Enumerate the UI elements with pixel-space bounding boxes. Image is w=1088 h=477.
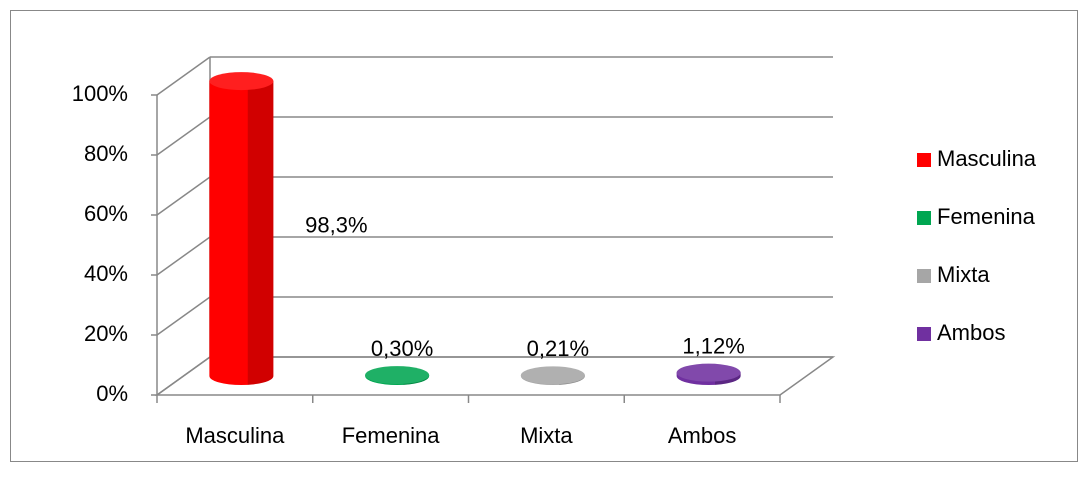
legend-label: Masculina [937, 146, 1037, 171]
y-tick-label: 0% [96, 381, 128, 406]
chart-frame [10, 10, 1078, 462]
grid-diagonal [156, 176, 211, 216]
y-tick-label: 40% [84, 261, 128, 286]
bar [676, 363, 741, 385]
bar-top-shine [676, 363, 741, 382]
grid-diagonal [156, 356, 211, 396]
x-tick-label: Femenina [342, 423, 441, 448]
legend-label: Mixta [937, 262, 990, 287]
legend-swatch [917, 327, 931, 341]
grid-diagonal [156, 56, 211, 96]
bar-shade [247, 81, 274, 385]
y-tick-label: 100% [72, 81, 128, 106]
legend-swatch [917, 153, 931, 167]
grid-diagonal [156, 236, 211, 276]
x-tick-label: Masculina [185, 423, 285, 448]
bar-top-shine [365, 366, 430, 385]
legend-label: Ambos [937, 320, 1005, 345]
y-tick-label: 20% [84, 321, 128, 346]
data-label: 0,21% [527, 336, 589, 361]
grid-diagonal [156, 296, 211, 336]
bar-top [676, 363, 741, 382]
legend-label: Femenina [937, 204, 1036, 229]
bar-top [520, 366, 585, 385]
x-tick-label: Ambos [668, 423, 736, 448]
bar-top-shine [520, 366, 585, 385]
legend-swatch [917, 269, 931, 283]
bar-top [365, 366, 430, 385]
bar [365, 366, 430, 385]
bar-body [209, 81, 274, 385]
y-tick-label: 60% [84, 201, 128, 226]
bar [520, 366, 585, 385]
data-label: 1,12% [682, 333, 744, 358]
x-tick-label: Mixta [520, 423, 573, 448]
legend-swatch [917, 211, 931, 225]
data-label: 0,30% [371, 336, 433, 361]
bar-top-shine [209, 72, 274, 91]
bar [209, 72, 274, 385]
grid-diagonal [156, 116, 211, 156]
y-tick-label: 80% [84, 141, 128, 166]
bar-top [209, 72, 274, 91]
data-label: 98,3% [305, 212, 367, 237]
